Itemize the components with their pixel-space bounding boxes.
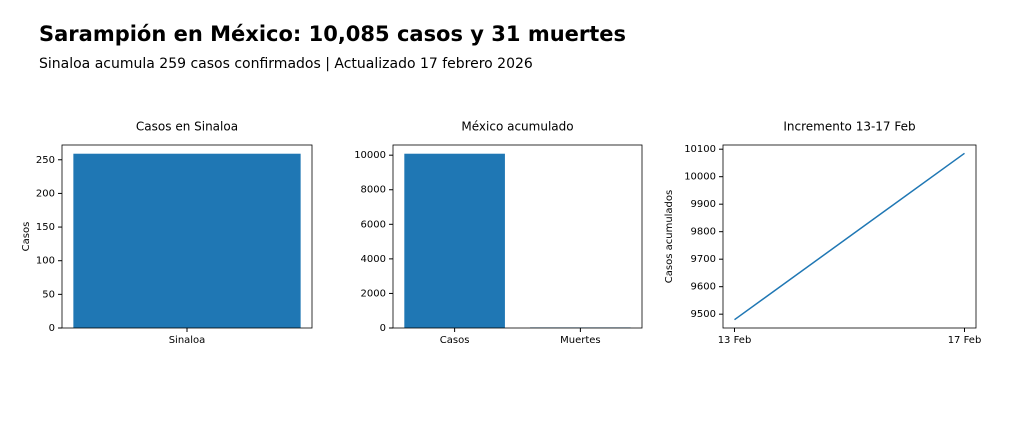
y-tick-label: 50 xyxy=(42,289,55,300)
line xyxy=(734,152,965,321)
y-tick-label: 9700 xyxy=(691,254,716,265)
y-tick-label: 9800 xyxy=(691,227,716,238)
y-tick-label: 8000 xyxy=(361,185,386,196)
y-tick-label: 9900 xyxy=(691,199,716,210)
y-tick-label: 10000 xyxy=(354,150,386,161)
x-tick-label: 13 Feb xyxy=(718,335,752,346)
x-tick-label: Sinaloa xyxy=(169,335,206,346)
axes-frame xyxy=(722,144,977,329)
y-tick-label: 10000 xyxy=(684,172,716,183)
page-title: Sarampión en México: 10,085 casos y 31 m… xyxy=(39,22,626,46)
bar xyxy=(73,153,301,328)
y-tick-label: 2000 xyxy=(361,288,386,299)
y-tick-label: 9600 xyxy=(691,282,716,293)
y-axis-label: Casos acumulados xyxy=(664,190,675,283)
y-tick-label: 0 xyxy=(49,323,55,334)
y-tick-label: 10100 xyxy=(684,144,716,155)
y-tick-label: 6000 xyxy=(361,219,386,230)
axes-title: Casos en Sinaloa xyxy=(136,120,238,134)
page-subtitle: Sinaloa acumula 259 casos confirmados | … xyxy=(39,56,533,72)
y-tick-label: 9500 xyxy=(691,309,716,320)
y-axis-label: Casos xyxy=(21,222,32,252)
y-tick-label: 4000 xyxy=(361,254,386,265)
axes-frame xyxy=(392,144,643,329)
x-tick-label: 17 Feb xyxy=(948,335,982,346)
y-tick-label: 150 xyxy=(36,222,55,233)
x-tick-label: Casos xyxy=(440,335,470,346)
y-tick-label: 0 xyxy=(380,323,386,334)
axes-frame xyxy=(61,144,313,329)
y-tick-label: 200 xyxy=(36,188,55,199)
axes-title: México acumulado xyxy=(461,120,573,134)
y-tick-label: 250 xyxy=(36,155,55,166)
axes-title: Incremento 13-17 Feb xyxy=(783,120,915,134)
bar xyxy=(404,153,505,328)
y-tick-label: 100 xyxy=(36,256,55,267)
x-tick-label: Muertes xyxy=(560,335,601,346)
